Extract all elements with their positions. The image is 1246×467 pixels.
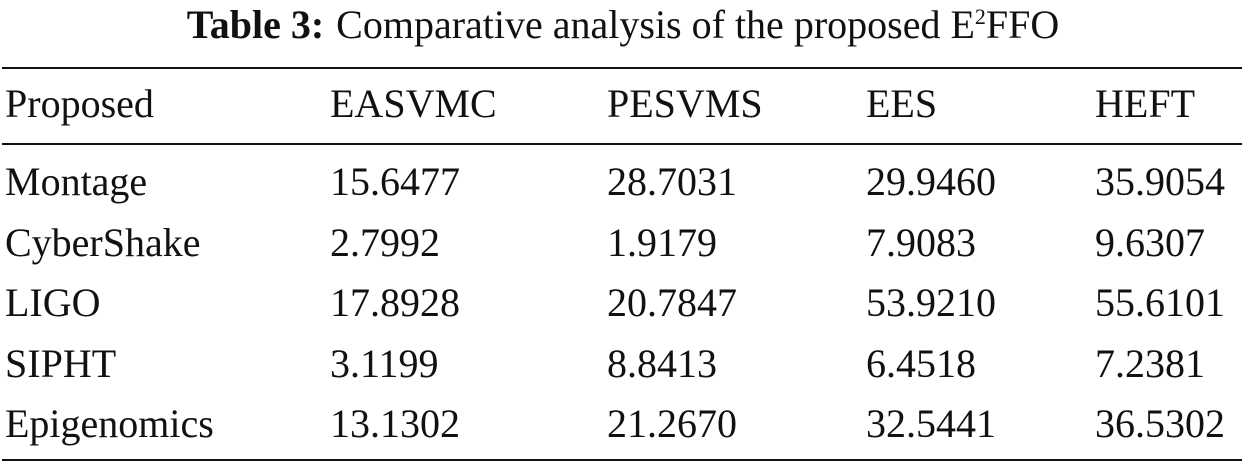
row-label: SIPHT (5, 340, 117, 386)
data-cell: 13.1302 (330, 401, 460, 446)
data-cell: 9.6307 (1095, 219, 1205, 265)
table-label: Table 3: (186, 2, 325, 47)
data-cell: 8.8413 (607, 340, 717, 386)
data-cell: 17.8928 (330, 280, 460, 325)
caption-suffix: FFO (985, 2, 1060, 47)
data-cell: 15.6477 (330, 159, 460, 204)
row-label: LIGO (5, 280, 101, 325)
row-label: CyberShake (5, 219, 201, 265)
data-cell: 28.7031 (607, 159, 737, 204)
header-cell: EASVMC (330, 81, 497, 126)
caption-text: Comparative analysis of the proposed E (336, 2, 975, 47)
header-cell: Proposed (5, 81, 154, 126)
header-cell: HEFT (1095, 81, 1195, 126)
header-rule (2, 143, 1242, 145)
row-label: Montage (5, 159, 148, 204)
data-cell: 2.7992 (330, 219, 440, 265)
caption-superscript: 2 (974, 4, 986, 29)
header-cell: EES (866, 81, 938, 126)
data-cell: 7.2381 (1095, 340, 1205, 386)
table-caption: Table 3: Comparative analysis of the prop… (0, 0, 1246, 50)
data-cell: 32.5441 (866, 401, 996, 446)
bottom-rule (2, 459, 1242, 461)
data-cell: 7.9083 (866, 219, 976, 265)
data-cell: 35.9054 (1095, 159, 1225, 204)
data-cell: 1.9179 (607, 219, 717, 265)
data-cell: 29.9460 (866, 159, 996, 204)
data-cell: 55.6101 (1095, 280, 1225, 325)
data-cell: 3.1199 (330, 340, 439, 386)
data-cell: 20.7847 (607, 280, 737, 325)
data-cell: 21.2670 (607, 401, 737, 446)
data-cell: 6.4518 (866, 340, 976, 386)
row-label: Epigenomics (5, 401, 214, 446)
data-cell: 53.9210 (866, 280, 996, 325)
data-cell: 36.5302 (1095, 401, 1225, 446)
header-cell: PESVMS (607, 81, 763, 126)
top-rule (2, 67, 1242, 69)
